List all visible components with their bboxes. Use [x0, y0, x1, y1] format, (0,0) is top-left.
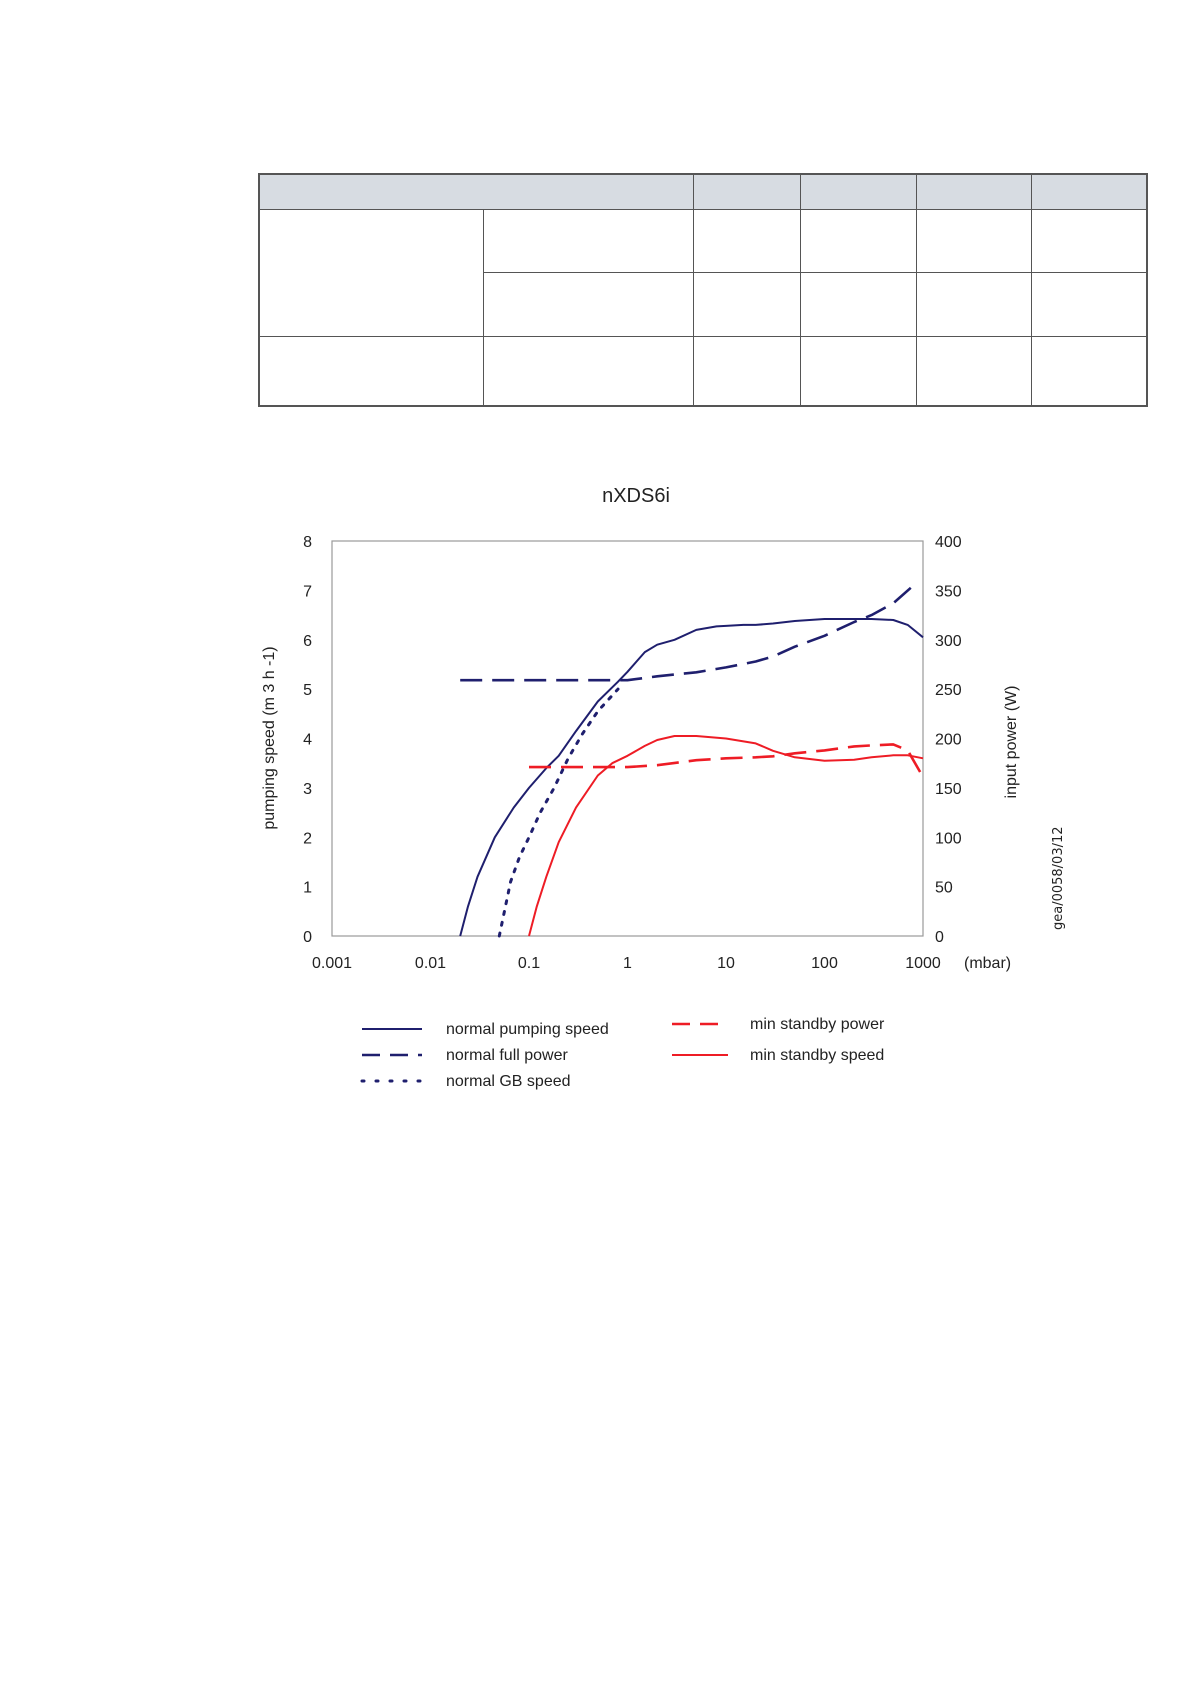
x-tick-label: 10 — [717, 955, 735, 972]
x-tick-label: 1000 — [905, 955, 941, 972]
series-line-normal-pumping-speed — [459, 618, 924, 937]
chart-legend: normal pumping speed normal full power nor… — [360, 1016, 885, 1090]
y2-tick-label: 150 — [935, 781, 962, 798]
table-cell — [1030, 335, 1148, 407]
y2-tick-label: 300 — [935, 633, 962, 650]
y-axis-ticks: 0 1 2 3 4 5 6 7 8 — [303, 534, 312, 946]
table-row — [259, 272, 1148, 337]
y2-tick-label: 100 — [935, 830, 962, 847]
x-tick-label: 0.01 — [415, 955, 446, 972]
table-cell — [799, 209, 917, 274]
y2-tick-label: 350 — [935, 583, 962, 600]
table-cell — [482, 335, 694, 407]
y-tick-label: 8 — [303, 534, 312, 551]
table-cell — [258, 335, 484, 407]
chart-title: nXDS6i — [602, 485, 670, 507]
y-tick-label: 6 — [303, 633, 312, 650]
figure-reference-note: gea/0058/03/12 — [1051, 826, 1066, 930]
spec-table — [258, 173, 1148, 407]
y-tick-label: 4 — [303, 732, 312, 749]
legend-label: min standby power — [750, 1016, 885, 1033]
series-line-min-standby-speed — [528, 735, 924, 937]
table-row — [258, 335, 1148, 407]
y-tick-label: 7 — [303, 583, 312, 600]
y2-tick-label: 0 — [935, 929, 944, 946]
y-tick-label: 1 — [303, 880, 312, 897]
x-axis-ticks: 0.001 0.01 0.1 1 10 100 1000 — [312, 955, 941, 972]
y2-axis-ticks: 0 50 100 150 200 250 300 350 400 — [935, 534, 962, 946]
y2-tick-label: 50 — [935, 880, 953, 897]
series-line-min-standby-power — [529, 743, 925, 778]
y-tick-label: 2 — [303, 830, 312, 847]
table-cell — [692, 272, 801, 337]
table-cell — [1030, 272, 1148, 337]
table-header-cell — [1030, 173, 1148, 211]
y-axis-label: pumping speed (m 3 h -1) — [261, 646, 278, 829]
y2-tick-label: 200 — [935, 732, 962, 749]
series-line-normal-full-power — [460, 584, 915, 682]
x-tick-label: 0.1 — [518, 955, 540, 972]
legend-label: min standby speed — [750, 1047, 884, 1064]
table-header-cell — [915, 173, 1032, 211]
table-cell — [482, 272, 694, 337]
x-tick-label: 100 — [811, 955, 838, 972]
plot-area-frame — [331, 540, 924, 937]
table-cell — [915, 272, 1032, 337]
y-tick-label: 5 — [303, 682, 312, 699]
y-tick-label: 0 — [303, 929, 312, 946]
legend-label: normal full power — [446, 1047, 569, 1064]
legend-label: normal pumping speed — [446, 1021, 609, 1038]
y-tick-label: 3 — [303, 781, 312, 798]
table-cell — [482, 209, 694, 274]
table-cell — [799, 272, 917, 337]
table-cell — [915, 335, 1032, 407]
table-cell — [799, 335, 917, 407]
x-tick-label: 1 — [623, 955, 632, 972]
series-layer — [459, 584, 925, 938]
x-axis-unit: (mbar) — [964, 955, 1011, 972]
y2-tick-label: 250 — [935, 682, 962, 699]
y2-tick-label: 400 — [935, 534, 962, 551]
x-tick-label: 0.001 — [312, 955, 352, 972]
legend-label: normal GB speed — [446, 1073, 571, 1090]
table-header-cell — [799, 173, 917, 211]
y2-axis-label: input power (W) — [1003, 686, 1020, 799]
series-line-normal-GB-speed — [497, 687, 620, 938]
